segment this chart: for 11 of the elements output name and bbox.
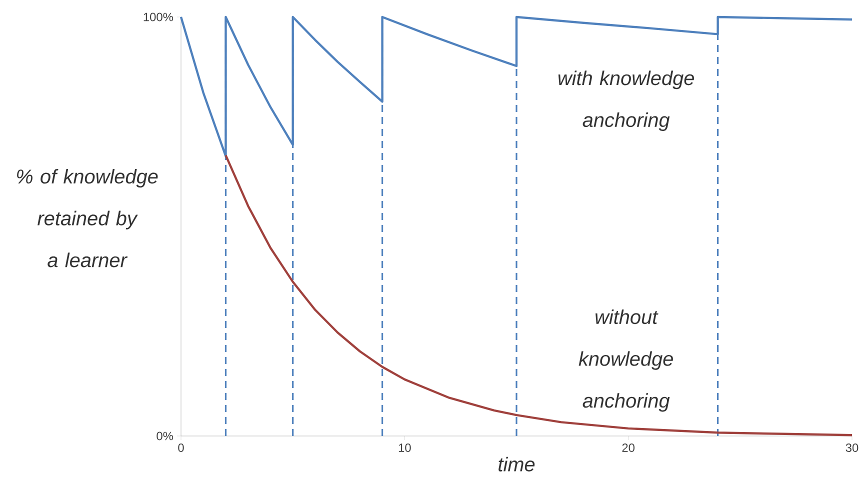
line-series [224,154,854,436]
series-label: with knowledge anchoring [558,70,694,132]
y-tick-label: 0% [156,432,174,440]
x-tick-label: 30 [846,444,858,452]
y-axis-title: % of knowledge retained by a learner [17,168,158,268]
text: without knowledge anchoring [578,309,673,412]
y-tick-label: 100% [144,12,174,22]
x-axis-title: time [498,456,535,472]
x-tick-label: 10 [398,444,411,452]
x-tick-label: 20 [622,444,635,452]
x-tick-label: 0 [178,444,184,452]
